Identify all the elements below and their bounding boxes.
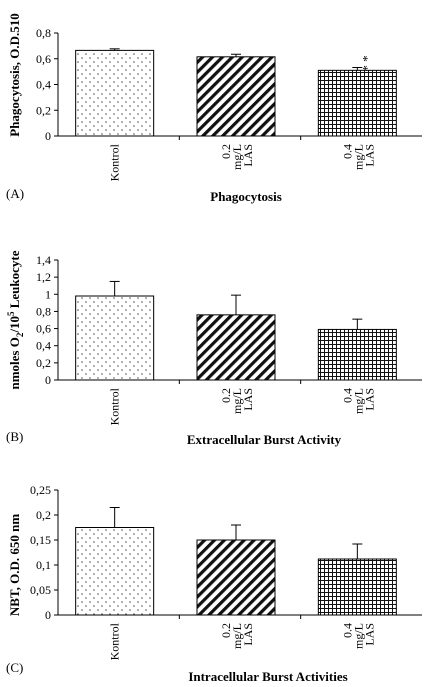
panel-c-bar-1	[75, 527, 155, 616]
panel-a-category-label: LAS	[362, 144, 376, 167]
panel-c-category-label: LAS	[362, 623, 376, 646]
panel-c-category-label: 0.2	[219, 623, 233, 638]
panel-c-category-label: mg/L	[230, 623, 244, 649]
panel-b-bar-2	[196, 314, 276, 381]
panel-c-category-label: 0.4	[340, 623, 354, 638]
panel-a-bar-1	[75, 49, 155, 137]
panel-b-y-tick-label: 1,2	[36, 270, 51, 284]
panel-b-y-tick-label: 1	[45, 287, 51, 301]
panel-a-y-tick-label: 0,2	[36, 103, 51, 117]
panel-c-y-tick-label: 0,05	[30, 583, 51, 597]
panel-c-category-label: Kontrol	[108, 622, 122, 660]
panel-b-letter: (B)	[6, 429, 23, 444]
panel-a-bar-2	[196, 56, 276, 137]
panel-b-title: Extracellular Burst Activity	[187, 432, 342, 447]
panel-b-y-tick-label: 1,4	[36, 253, 51, 267]
panel-a-bar-3	[317, 69, 397, 137]
panel-b-category-label: LAS	[362, 388, 376, 411]
panel-a-category-label: mg/L	[230, 144, 244, 170]
panel-b-category-label: 0.4	[340, 388, 354, 403]
panel-c-category-label: LAS	[241, 623, 255, 646]
panel-c-title: Intracellular Burst Activities	[188, 669, 347, 684]
panel-a-ylabel: Phagocytosis, O.D.510	[7, 13, 22, 137]
panel-b-bar-3	[317, 328, 397, 381]
panel-c-bar-2	[196, 539, 276, 616]
panel-a-y-tick-label: 0,6	[36, 52, 51, 66]
panel-c-y-tick-label: 0,15	[30, 533, 51, 547]
panel-a-title: Phagocytosis	[210, 189, 282, 204]
panel-b-y-tick-label: 0,4	[36, 339, 51, 353]
panel-b-y-tick-label: 0,8	[36, 304, 51, 318]
panel-b-bar-1	[75, 295, 155, 381]
panel-c-ylabel: NBT, O.D. 650 nm	[7, 514, 22, 616]
panel-b-category-label: 0.2	[219, 388, 233, 403]
panel-c-letter: (C)	[6, 660, 23, 675]
panel-c-y-tick-label: 0,25	[30, 483, 51, 497]
panel-c-category-label: mg/L	[351, 623, 365, 649]
panel-b-category-label: mg/L	[230, 388, 244, 414]
panel-a-category-label: 0.4	[340, 144, 354, 159]
panel-a-category-label: mg/L	[351, 144, 365, 170]
panel-a-y-tick-label: 0,8	[36, 26, 51, 40]
panel-b-y-tick-label: 0	[45, 373, 51, 387]
panel-b-category-label: Kontrol	[108, 387, 122, 425]
panel-c-bar-3	[317, 558, 397, 616]
panel-c-y-tick-label: 0	[45, 608, 51, 622]
panel-b-category-label: mg/L	[351, 388, 365, 414]
panel-a-letter: (A)	[6, 186, 24, 201]
panel-b-y-tick-label: 0,2	[36, 356, 51, 370]
panel-a-significance-mark: * *	[359, 55, 374, 71]
panel-c-y-tick-label: 0,1	[36, 558, 51, 572]
panel-a-category-label: Kontrol	[108, 143, 122, 181]
panel-b-y-tick-label: 0,6	[36, 322, 51, 336]
panel-b-ylabel: nmoles O2/105 Leukocyte	[6, 250, 25, 389]
panel-b-category-label: LAS	[241, 388, 255, 411]
panel-a-category-label: LAS	[241, 144, 255, 167]
panel-a-y-tick-label: 0	[45, 129, 51, 143]
panel-c-y-tick-label: 0,2	[36, 508, 51, 522]
panel-a-y-tick-label: 0,4	[36, 78, 51, 92]
panel-a-category-label: 0.2	[219, 144, 233, 159]
